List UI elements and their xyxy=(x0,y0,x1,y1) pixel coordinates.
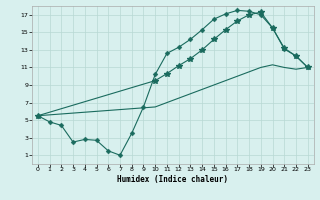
X-axis label: Humidex (Indice chaleur): Humidex (Indice chaleur) xyxy=(117,175,228,184)
